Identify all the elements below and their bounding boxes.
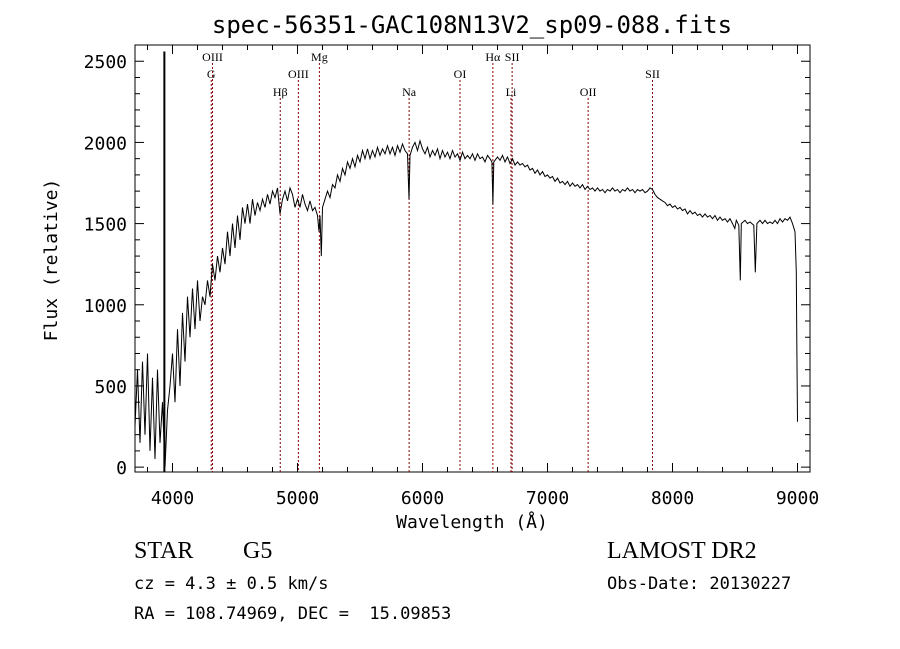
x-axis-label: Wavelength (Å)	[396, 511, 548, 533]
plot-frame	[134, 44, 811, 473]
y-tick-label: 500	[94, 377, 127, 398]
object-subclass: G5	[243, 538, 273, 564]
x-tick-label: 9000	[776, 488, 819, 509]
y-tick-label: 2500	[84, 52, 127, 73]
spectral-line-label: OII	[580, 85, 597, 99]
coordinates-text: RA = 108.74969, DEC = 15.09853	[134, 604, 452, 624]
redshift-text: cz = 4.3 ± 0.5 km/s	[134, 574, 329, 594]
obs-date-text: Obs-Date: 20130227	[607, 574, 792, 594]
y-tick-label: 1000	[84, 296, 127, 317]
x-tick-label: 4000	[151, 488, 194, 509]
y-tick-label: 1500	[84, 215, 127, 236]
x-tick-label: 6000	[401, 488, 444, 509]
y-axis-label: Flux (relative)	[41, 179, 62, 342]
spectrum-series-line	[134, 138, 798, 468]
spectral-line-label: Na	[402, 85, 417, 99]
x-tick-label: 5000	[276, 488, 319, 509]
x-axis-ticks: 4000 5000 6000 7000 8000 9000	[147, 45, 819, 509]
survey-name: LAMOST DR2	[607, 538, 757, 564]
object-class: STAR	[134, 538, 194, 564]
spectral-line-label: OIII	[288, 67, 309, 81]
spectral-line-markers	[210, 63, 653, 472]
spectral-line-label: SII	[505, 50, 520, 64]
x-tick-label: 8000	[651, 488, 694, 509]
spectral-line-label: Hα	[485, 50, 501, 64]
spectral-line-label: OIII	[202, 50, 223, 64]
chart-title: spec-56351-GAC108N13V2_sp09-088.fits	[212, 11, 732, 39]
x-tick-label: 7000	[526, 488, 569, 509]
spectral-line-label: Li	[506, 85, 517, 99]
spectral-line-label: OI	[454, 67, 467, 81]
spectral-line-label: Mg	[311, 50, 328, 64]
spectral-line-label: SII	[645, 67, 660, 81]
y-tick-label: 0	[116, 458, 127, 479]
y-axis-ticks: 0 500 1000 1500 2000 2500	[84, 52, 810, 479]
y-tick-label: 2000	[84, 133, 127, 154]
spectral-line-label: G	[207, 67, 216, 81]
spectral-line-label: Hβ	[273, 85, 288, 99]
